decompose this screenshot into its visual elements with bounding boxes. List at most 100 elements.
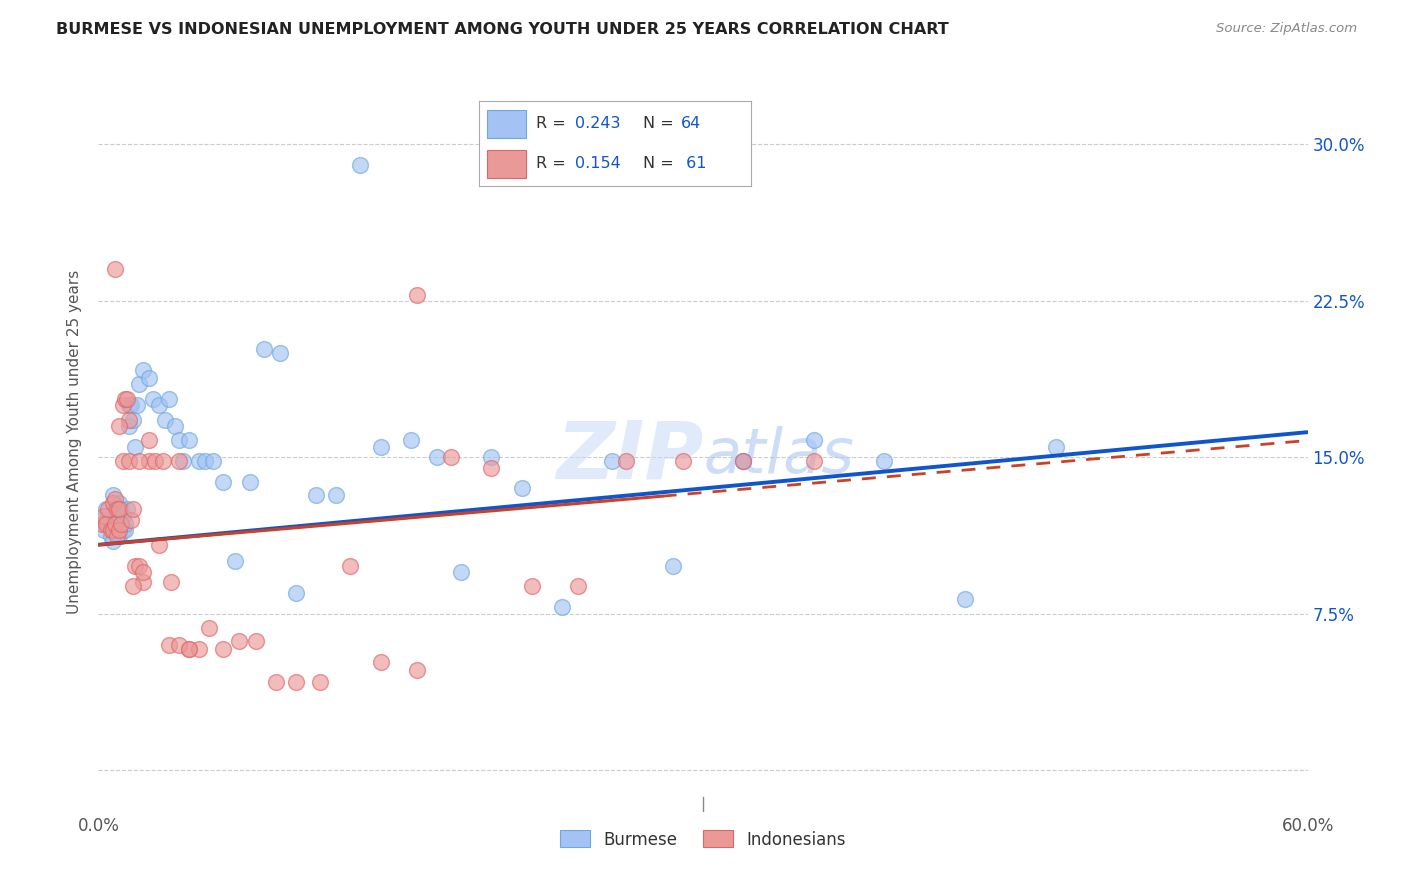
Indonesians [481, 460, 503, 475]
Burmese [426, 450, 449, 465]
Burmese [1045, 440, 1067, 454]
Indonesians [100, 523, 122, 537]
Burmese [128, 377, 150, 392]
Burmese [125, 398, 148, 412]
Burmese [114, 523, 136, 537]
Burmese [157, 392, 180, 406]
Indonesians [96, 516, 118, 531]
Indonesians [567, 579, 589, 593]
Burmese [153, 412, 176, 426]
Burmese [124, 440, 146, 454]
Burmese [100, 529, 122, 543]
Burmese [105, 523, 128, 537]
Indonesians [440, 450, 463, 465]
Burmese [111, 508, 134, 523]
Burmese [93, 523, 115, 537]
Burmese [163, 418, 186, 433]
Indonesians [212, 642, 235, 657]
Burmese [103, 502, 125, 516]
Burmese [239, 475, 262, 490]
Indonesians [115, 392, 138, 406]
Indonesians [520, 579, 543, 593]
Indonesians [128, 454, 150, 468]
Indonesians [114, 392, 136, 406]
Indonesians [672, 454, 695, 468]
Indonesians [152, 454, 174, 468]
Burmese [661, 558, 683, 573]
Text: ZIP: ZIP [555, 417, 703, 495]
Indonesians [124, 558, 146, 573]
Indonesians [128, 558, 150, 573]
Burmese [142, 392, 165, 406]
Burmese [101, 533, 124, 548]
Y-axis label: Unemployment Among Youth under 25 years: Unemployment Among Youth under 25 years [67, 269, 83, 614]
Indonesians [405, 287, 427, 301]
Indonesians [103, 262, 125, 277]
Burmese [602, 454, 624, 468]
Burmese [194, 454, 217, 468]
Indonesians [157, 638, 180, 652]
Burmese [510, 482, 533, 496]
Burmese [188, 454, 211, 468]
Indonesians [121, 502, 143, 516]
Indonesians [148, 538, 170, 552]
Indonesians [405, 663, 427, 677]
Burmese [132, 362, 155, 376]
Burmese [253, 342, 276, 356]
Indonesians [91, 516, 114, 531]
Burmese [115, 502, 138, 516]
Indonesians [198, 621, 221, 635]
Burmese [551, 600, 574, 615]
Burmese [121, 412, 143, 426]
Burmese [110, 502, 132, 516]
Indonesians [733, 454, 755, 468]
Burmese [107, 529, 129, 543]
Burmese [107, 496, 129, 510]
Indonesians [105, 529, 128, 543]
Burmese [111, 523, 134, 537]
Indonesians [107, 418, 129, 433]
Indonesians [101, 496, 124, 510]
Indonesians [188, 642, 211, 657]
Indonesians [107, 523, 129, 537]
Indonesians [138, 434, 160, 448]
Burmese [110, 516, 132, 531]
Indonesians [616, 454, 638, 468]
Indonesians [803, 454, 825, 468]
Burmese [202, 454, 225, 468]
Indonesians [143, 454, 166, 468]
Burmese [118, 418, 141, 433]
Burmese [224, 554, 246, 568]
Burmese [105, 508, 128, 523]
Text: Source: ZipAtlas.com: Source: ZipAtlas.com [1216, 22, 1357, 36]
Burmese [873, 454, 896, 468]
Indonesians [264, 675, 287, 690]
Indonesians [132, 565, 155, 579]
Text: BURMESE VS INDONESIAN UNEMPLOYMENT AMONG YOUTH UNDER 25 YEARS CORRELATION CHART: BURMESE VS INDONESIAN UNEMPLOYMENT AMONG… [56, 22, 949, 37]
Indonesians [132, 575, 155, 590]
Indonesians [179, 642, 201, 657]
Burmese [305, 488, 328, 502]
Indonesians [107, 502, 129, 516]
Burmese [179, 434, 201, 448]
Burmese [148, 398, 170, 412]
Burmese [167, 434, 190, 448]
Burmese [953, 592, 976, 607]
Indonesians [245, 633, 267, 648]
Burmese [284, 586, 307, 600]
Burmese [97, 516, 120, 531]
Burmese [91, 513, 114, 527]
Burmese [450, 565, 472, 579]
Burmese [96, 502, 118, 516]
Indonesians [93, 508, 115, 523]
Indonesians [179, 642, 201, 657]
Legend: Burmese, Indonesians: Burmese, Indonesians [554, 823, 852, 855]
Text: atlas: atlas [703, 426, 853, 486]
Indonesians [339, 558, 361, 573]
Indonesians [103, 516, 125, 531]
Burmese [120, 398, 142, 412]
Indonesians [111, 454, 134, 468]
Indonesians [105, 502, 128, 516]
Indonesians [284, 675, 307, 690]
Burmese [172, 454, 194, 468]
